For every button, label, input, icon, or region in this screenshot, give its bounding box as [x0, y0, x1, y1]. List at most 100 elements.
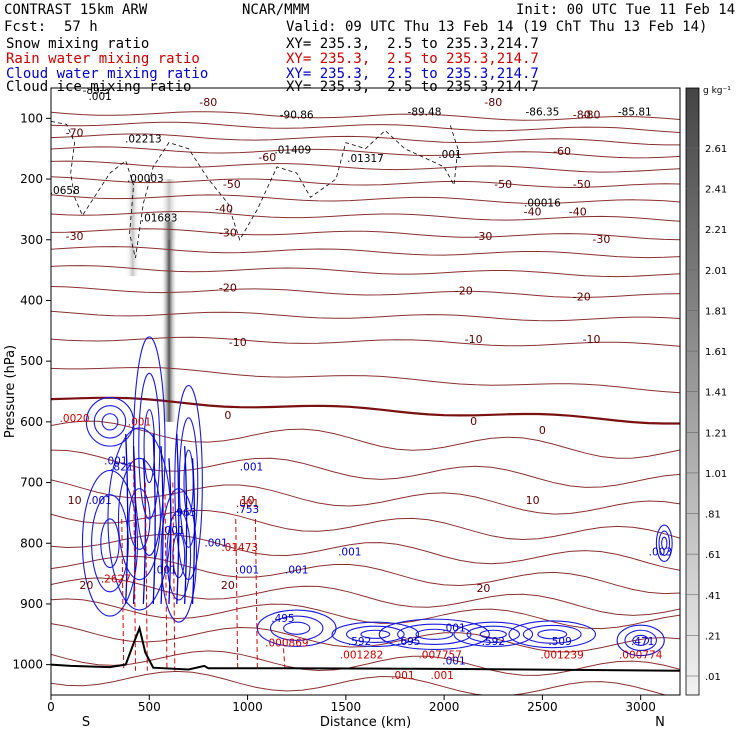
temperature-contour — [51, 598, 680, 630]
temperature-label: -20 — [455, 284, 473, 297]
field-value-label: .001 — [442, 656, 465, 668]
temperature-label: 10 — [526, 494, 540, 507]
rain-water-contour — [133, 458, 137, 671]
plot-frame — [50, 87, 681, 696]
rain-water-contour — [235, 518, 239, 671]
temperature-contour — [51, 336, 680, 347]
temperature-label: -80 — [199, 96, 217, 109]
temperature-label: -80 — [573, 108, 591, 121]
field-value-label: .001 — [204, 537, 227, 549]
ice-shade-column — [160, 179, 179, 240]
y-tick-label: 200 — [20, 172, 43, 186]
rain-water-contour — [282, 640, 286, 668]
model-title: CONTRAST 15km ARW — [4, 2, 148, 18]
colorbar-tick-label: 2.61 — [705, 144, 727, 155]
temperature-contour — [51, 228, 680, 241]
valid-time: Valid: 09 UTC Thu 13 Feb 14 (19 ChT Thu … — [286, 19, 708, 35]
x-tick-label: 2500 — [527, 700, 558, 714]
cloud-water-contour — [152, 433, 156, 604]
temperature-label: -10 — [465, 333, 483, 346]
temperature-contour — [51, 396, 680, 425]
temperature-contour — [51, 449, 680, 488]
field-value-label: .821 — [110, 461, 133, 473]
cloud-water-contour — [345, 625, 405, 643]
temperature-contour — [51, 133, 680, 146]
cloud-water-contour — [537, 629, 568, 640]
cloud-water-contour — [658, 530, 671, 556]
colorbar-tick-label: .41 — [705, 591, 721, 602]
field-value-label: .00003 — [127, 173, 164, 185]
field-value-label: .0020 — [60, 413, 90, 425]
field-value-label: .2627 — [101, 574, 131, 586]
temperature-label: -50 — [494, 178, 512, 191]
snow-contour — [51, 121, 459, 259]
temperature-label: -20 — [573, 290, 591, 303]
field-value-label: .003 — [649, 546, 672, 558]
field-value-label: .001 — [88, 495, 111, 507]
field-value-label: .001 — [240, 461, 263, 473]
colorbar-tick-label: 1.41 — [705, 388, 727, 399]
field-value-label: .001 — [104, 455, 127, 467]
temperature-label: 0 — [224, 409, 231, 422]
legend-rain-xy: XY= 235.3, 2.5 to 235.3,214.7 — [286, 51, 539, 67]
field-value-label: .01473 — [221, 542, 258, 554]
colorbar-unit: g kg⁻¹ — [703, 86, 731, 96]
temperature-contour — [51, 121, 680, 133]
temperature-label: -30 — [592, 233, 610, 246]
ice-shade-column — [125, 179, 140, 277]
field-value-label: .592 — [348, 636, 371, 648]
field-value-label: .001239 — [540, 650, 583, 662]
field-value-label: .001 — [236, 498, 259, 510]
cloud-water-contour — [522, 624, 582, 644]
temperature-contour — [51, 310, 680, 322]
field-value-label: .01409 — [274, 145, 311, 157]
colorbar-tick-label: 1.21 — [705, 428, 727, 439]
cloud-water-contour — [184, 446, 188, 604]
field-value-label: .001 — [442, 622, 465, 634]
rain-water-contour — [121, 518, 125, 671]
field-value-label: .495 — [271, 613, 294, 625]
cloud-water-contour — [101, 413, 119, 431]
field-value-label: .02213 — [125, 134, 162, 146]
cloud-water-contour — [132, 446, 137, 604]
cloud-water-contour — [378, 618, 490, 651]
temperature-label: -30 — [219, 227, 237, 240]
temperature-label: -80 — [583, 108, 601, 121]
temperature-label: -60 — [258, 151, 276, 164]
temperature-contour — [51, 146, 680, 159]
temperature-label: -80 — [484, 96, 502, 109]
rain-water-contour — [254, 518, 258, 671]
temperature-label: -40 — [215, 202, 233, 215]
colorbar-tick-label: 2.41 — [705, 185, 727, 196]
colorbar-tick-label: .81 — [705, 510, 721, 521]
colorbar-tick-label: 2.21 — [705, 225, 727, 236]
y-tick-label: 1000 — [12, 658, 43, 672]
cloud-water-contour — [81, 469, 139, 617]
field-value-label: -85.81 — [618, 106, 652, 118]
field-value-label: .592 — [482, 636, 505, 648]
field-value-label: -86.35 — [525, 106, 559, 118]
field-value-label: .00016 — [524, 197, 561, 209]
temperature-label: -10 — [583, 333, 601, 346]
cloud-water-contour — [128, 488, 151, 550]
temperature-label: -50 — [573, 178, 591, 191]
colorbar-tick-label: .01 — [705, 672, 721, 683]
field-value-label: .001 — [153, 565, 176, 577]
cloud-water-contour — [269, 615, 324, 641]
temperature-label: 0 — [539, 424, 546, 437]
cloud-water-contour — [397, 623, 472, 645]
temperature-label: 20 — [221, 579, 235, 592]
field-value-label: .007757 — [418, 650, 461, 662]
temperature-contour — [51, 533, 680, 571]
cloud-water-contour — [283, 621, 311, 635]
field-value-label: .0658 — [50, 185, 80, 197]
field-value-label: .001 — [338, 546, 361, 558]
temperature-contour — [51, 479, 680, 515]
temperature-contour — [51, 111, 680, 121]
temperature-label: 0 — [470, 415, 477, 428]
field-value-label: .963 — [173, 507, 196, 519]
cloud-water-contour — [176, 433, 180, 604]
field-value-label: .471 — [631, 636, 654, 648]
rain-water-contour — [172, 482, 176, 671]
